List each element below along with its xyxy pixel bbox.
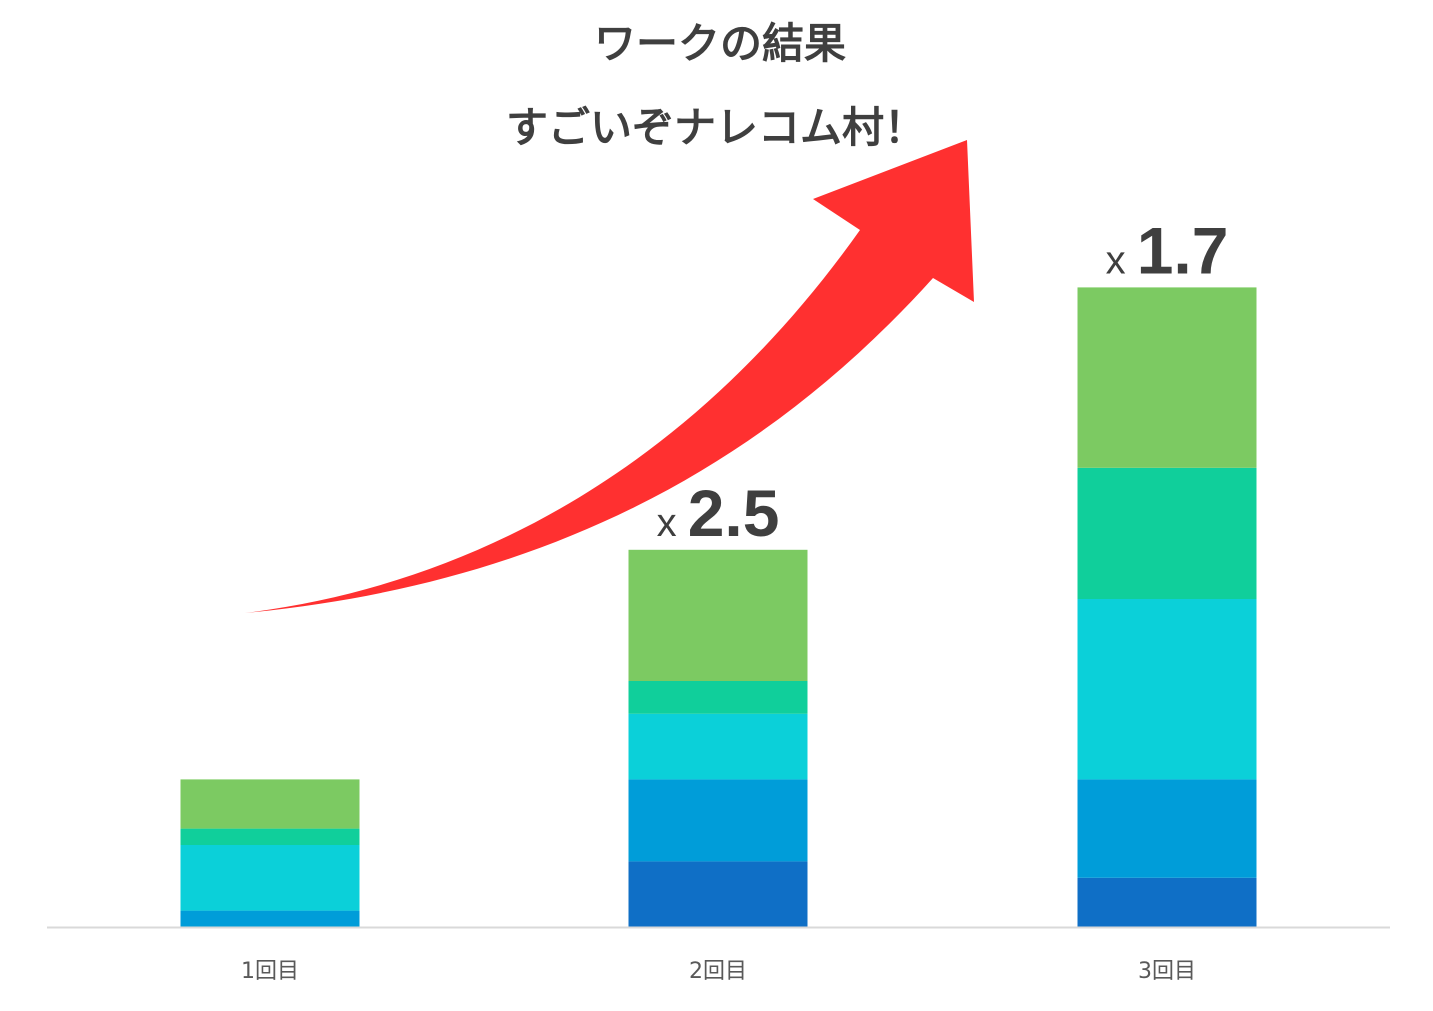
bar-segment-1-2 [180,910,360,927]
bar-segment-2-2 [628,779,808,862]
bar-segment-3-1 [1077,877,1257,927]
bars-group [180,287,1257,927]
x-tick-label: 3回目 [1138,959,1196,984]
bar-segment-1-3 [180,845,360,911]
growth-arrow-icon [245,140,974,613]
multiplier-annotations: x 2.5 x 1.7 [657,213,1229,549]
x-tick-label: 2回目 [689,959,747,984]
chart-subtitle: すごいぞナレコム村！ [506,103,926,152]
bar-segment-3-3 [1077,599,1257,780]
chart-title: ワークの結果 [594,19,846,68]
bar-segment-3-2 [1077,779,1257,878]
x-axis-ticks: 1回目 2回目 3回目 [241,959,1196,984]
bar-segment-1-4 [180,828,360,845]
bar-segment-3-5 [1077,287,1257,468]
multiplier-label-1: x 2.5 [657,476,780,550]
bar-segment-1-5 [180,779,360,829]
bar-segment-2-3 [628,713,808,780]
x-tick-label: 1回目 [241,959,299,984]
bar-segment-2-5 [628,549,808,681]
bar-segment-2-1 [628,861,808,927]
bar-segment-3-4 [1077,467,1257,599]
bar-segment-2-4 [628,681,808,714]
multiplier-label-2: x 1.7 [1106,213,1229,287]
